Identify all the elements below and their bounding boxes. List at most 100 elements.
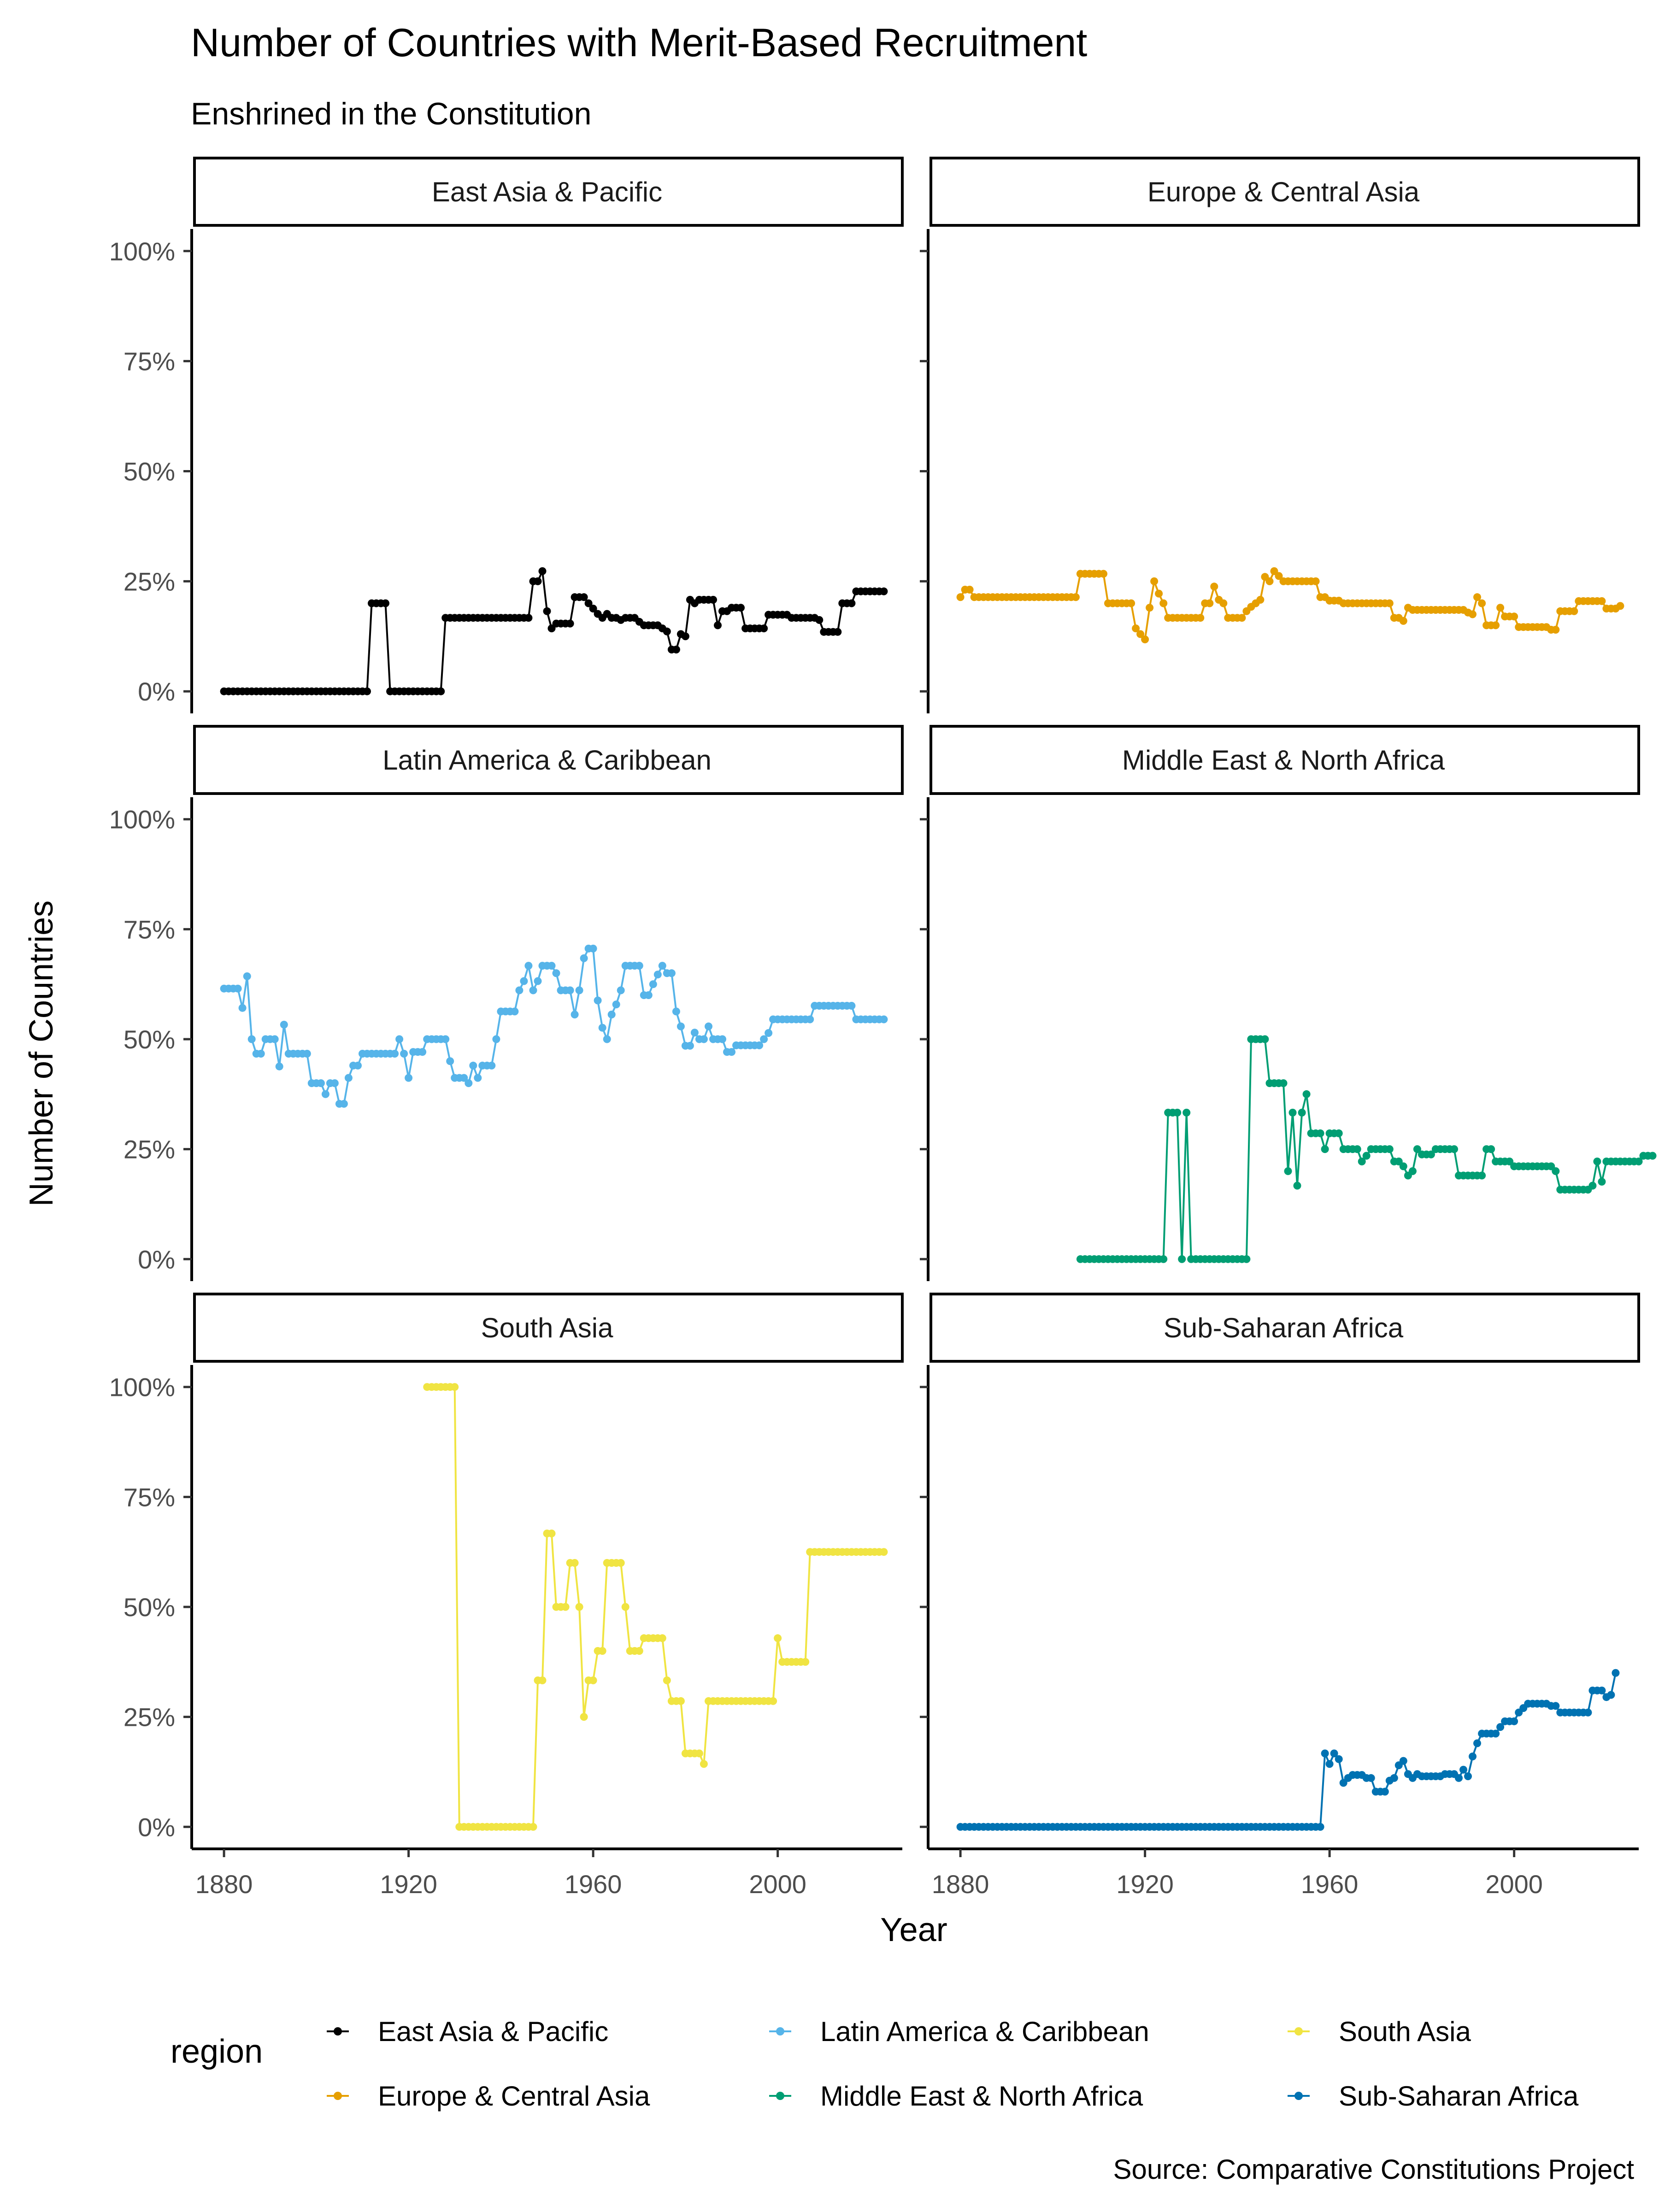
x-tick-label: 2000 (749, 1870, 806, 1899)
data-point (1496, 604, 1505, 612)
data-point (1385, 599, 1394, 607)
data-point (1469, 610, 1477, 618)
data-point (552, 969, 560, 977)
data-point (774, 1634, 782, 1642)
legend-key-south-asia: South Asia (1288, 2016, 1471, 2047)
data-point (644, 991, 653, 999)
data-point (280, 1021, 288, 1029)
data-point (658, 1634, 666, 1642)
data-point (1362, 1152, 1371, 1160)
data-point (547, 1530, 556, 1538)
facet-panels: East Asia & Pacific 0% 25% 50% 75% 100% Europe… (109, 157, 1657, 1899)
panel-latin-america-and-caribbean: Latin America & Caribbean 0% 25% 50% 75% 100% (109, 725, 904, 1281)
data-point (667, 969, 676, 977)
data-point (580, 954, 588, 962)
series-points-sub-saharan-africa (956, 1669, 1620, 1831)
y-tick-label: 0% (138, 1245, 175, 1274)
facet-strip-label: Latin America & Caribbean (382, 745, 712, 776)
chart-subtitle: Enshrined in the Constitution (191, 96, 591, 131)
data-point (677, 1697, 685, 1705)
facet-strip-label: Middle East & North Africa (1122, 745, 1445, 776)
data-point (344, 1074, 353, 1082)
data-point (1473, 593, 1481, 601)
facet-strip (930, 725, 1640, 795)
data-point (607, 1011, 616, 1018)
data-point (571, 1559, 579, 1567)
data-point (1385, 1145, 1394, 1153)
data-point (1071, 593, 1080, 601)
data-point (653, 971, 662, 979)
data-point (1510, 612, 1518, 621)
data-point (1584, 1708, 1592, 1717)
data-point (880, 587, 888, 595)
data-point (834, 628, 842, 636)
data-point (303, 1050, 311, 1058)
data-point (1552, 1702, 1560, 1710)
data-point (1321, 1145, 1329, 1153)
data-point (520, 977, 528, 985)
data-point (709, 596, 717, 604)
data-point (663, 627, 671, 635)
panel-sub-saharan-africa: Sub-Saharan Africa 1880 1920 1960 2000 (920, 1293, 1640, 1899)
data-point (1178, 1255, 1186, 1263)
data-point (321, 1090, 329, 1098)
data-point (465, 1079, 473, 1087)
x-axis-title: Year (880, 1912, 947, 1948)
data-point (1279, 1079, 1288, 1087)
legend-label: East Asia & Pacific (378, 2016, 608, 2047)
y-tick-label: 0% (138, 1812, 175, 1841)
data-point (801, 1658, 810, 1666)
data-point (529, 1823, 537, 1831)
series-points-europe-and-central-asia (956, 567, 1624, 643)
data-point (340, 1100, 348, 1108)
data-point (418, 1048, 427, 1056)
data-point (1196, 614, 1205, 622)
data-point (524, 962, 533, 970)
data-point (635, 1647, 643, 1655)
data-point (1325, 1760, 1334, 1768)
legend-label: Latin America & Caribbean (820, 2016, 1149, 2047)
data-point (1353, 1145, 1361, 1153)
legend-label: Europe & Central Asia (378, 2081, 650, 2112)
data-point (515, 986, 524, 994)
x-tick-label: 2000 (1485, 1870, 1543, 1899)
data-point (612, 1000, 620, 1009)
y-tick-label: 75% (124, 915, 175, 944)
data-point (275, 1062, 283, 1071)
y-tick-label: 50% (124, 1593, 175, 1622)
data-point (1612, 1669, 1620, 1677)
data-point (1469, 1753, 1477, 1760)
panel-south-asia: South Asia 0% 25% 50% 75% 100% 1880 1920 1960 200… (109, 1293, 904, 1899)
data-point (965, 586, 974, 594)
data-point (1496, 1723, 1505, 1731)
data-point (1335, 1129, 1343, 1137)
data-point (718, 1035, 726, 1043)
series-points-east-asia-and-pacific (220, 567, 888, 695)
y-tick-label: 100% (109, 805, 175, 834)
data-point (1261, 1035, 1269, 1043)
data-point (1390, 1774, 1398, 1782)
data-point (529, 986, 537, 994)
data-point (1473, 1739, 1481, 1747)
panel-middle-east-and-north-africa: Middle East & North Africa (920, 725, 1657, 1281)
data-point (234, 984, 242, 993)
data-point (363, 687, 371, 695)
chart-title: Number of Countries with Merit-Based Rec… (191, 21, 1087, 65)
data-point (700, 1035, 708, 1043)
data-point (460, 1074, 468, 1082)
y-tick-label: 25% (124, 1703, 175, 1732)
data-point (1159, 1255, 1168, 1263)
legend-key-sub-saharan-africa: Sub-Saharan Africa (1288, 2081, 1579, 2112)
data-point (737, 604, 745, 612)
data-point (1478, 599, 1486, 607)
y-axis-title: Number of Countries (23, 900, 60, 1206)
data-point (1242, 1255, 1251, 1263)
series-points-latin-america-and-caribbean (220, 944, 888, 1108)
data-point (1510, 1717, 1518, 1725)
data-point (1316, 1823, 1324, 1831)
panel-europe-and-central-asia: Europe & Central Asia (920, 157, 1640, 713)
data-point (1487, 1145, 1495, 1153)
data-point (806, 1015, 814, 1024)
data-point (1316, 1129, 1324, 1137)
